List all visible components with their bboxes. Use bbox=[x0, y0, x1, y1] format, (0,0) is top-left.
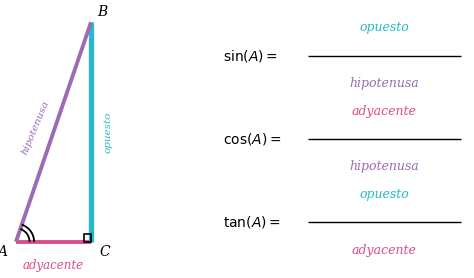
Text: adyacente: adyacente bbox=[352, 105, 417, 118]
Text: $\cos(A) =$: $\cos(A) =$ bbox=[223, 131, 282, 147]
Text: hipotenusa: hipotenusa bbox=[20, 99, 51, 156]
Bar bbox=[84, 234, 91, 242]
Text: B: B bbox=[97, 6, 108, 19]
Text: adyacente: adyacente bbox=[352, 244, 417, 257]
Text: $\tan(A) =$: $\tan(A) =$ bbox=[223, 214, 281, 230]
Text: C: C bbox=[100, 245, 110, 259]
Text: hipotenusa: hipotenusa bbox=[349, 77, 419, 90]
Text: opuesto: opuesto bbox=[360, 21, 409, 34]
Text: opuesto: opuesto bbox=[360, 188, 409, 201]
Text: opuesto: opuesto bbox=[104, 111, 112, 153]
Text: hipotenusa: hipotenusa bbox=[349, 160, 419, 173]
Text: A: A bbox=[0, 245, 7, 259]
Text: $\sin(A) =$: $\sin(A) =$ bbox=[223, 48, 278, 64]
Text: adyacente: adyacente bbox=[23, 259, 84, 272]
